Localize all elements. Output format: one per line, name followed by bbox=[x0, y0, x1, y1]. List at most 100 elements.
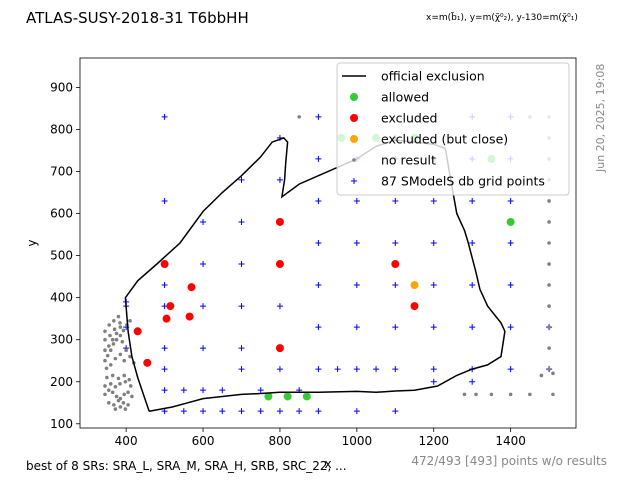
grid-point bbox=[392, 324, 399, 331]
no-result-point bbox=[114, 394, 119, 399]
grid-point bbox=[507, 282, 514, 289]
no-result-point bbox=[112, 318, 116, 323]
no-result-point bbox=[126, 390, 130, 395]
no-result-point bbox=[108, 382, 113, 386]
no-result-point bbox=[128, 354, 132, 359]
excluded-point bbox=[166, 302, 175, 311]
grid-point bbox=[392, 366, 399, 373]
x-tick-label: 1400 bbox=[495, 434, 526, 448]
grid-point bbox=[238, 261, 245, 268]
no-result-point bbox=[528, 392, 532, 397]
no-result-point bbox=[107, 400, 111, 405]
allowed-point bbox=[506, 217, 515, 226]
no-result-point bbox=[126, 403, 130, 407]
x-axis-ticks: 400 600 800 1000 1200 1400 bbox=[115, 428, 526, 448]
no-result-point bbox=[110, 373, 115, 378]
no-result-point bbox=[113, 407, 118, 411]
grid-point bbox=[334, 366, 341, 373]
no-result-point bbox=[123, 379, 128, 384]
grid-point bbox=[430, 324, 437, 331]
grid-point bbox=[238, 366, 245, 373]
grid-point bbox=[161, 387, 168, 394]
x-tick-label: 1000 bbox=[342, 434, 373, 448]
grid-point bbox=[392, 282, 399, 289]
no-result-point bbox=[123, 407, 128, 411]
no-result-point bbox=[103, 384, 107, 388]
legend-label: excluded bbox=[381, 111, 437, 126]
no-result-point bbox=[124, 348, 128, 353]
no-result-point bbox=[118, 352, 123, 357]
no-result-point bbox=[547, 367, 551, 371]
no-result-point bbox=[551, 371, 555, 376]
no-result-point bbox=[111, 342, 116, 346]
no-result-point bbox=[547, 199, 551, 203]
x-tick-label: 1200 bbox=[418, 434, 449, 448]
no-result-point bbox=[110, 390, 115, 395]
no-result-point bbox=[108, 333, 112, 338]
legend: official exclusion allowed excluded exclude… bbox=[336, 62, 570, 196]
grid-point bbox=[315, 408, 322, 415]
grid-point bbox=[238, 176, 245, 183]
no-result-point bbox=[103, 358, 107, 363]
excluded-point bbox=[162, 314, 171, 323]
no-result-point bbox=[547, 241, 551, 245]
plot-frame bbox=[79, 57, 577, 429]
grid-point bbox=[469, 324, 476, 331]
grid-point bbox=[161, 345, 168, 352]
grid-point bbox=[507, 240, 514, 246]
legend-label: official exclusion bbox=[381, 69, 485, 84]
grid-point bbox=[161, 366, 168, 373]
grid-point bbox=[469, 378, 476, 385]
grid-point bbox=[392, 408, 399, 415]
x-tick-label: 800 bbox=[268, 434, 291, 448]
grid-point bbox=[315, 366, 322, 373]
grid-point bbox=[219, 387, 226, 394]
y-tick-label: 200 bbox=[50, 375, 73, 389]
grid-point bbox=[161, 113, 168, 120]
grid-point bbox=[430, 197, 437, 204]
no-result-point bbox=[118, 405, 123, 409]
no-result-point bbox=[547, 283, 551, 287]
no-result-point bbox=[118, 382, 122, 386]
legend-box bbox=[336, 62, 570, 196]
no-result-point bbox=[127, 377, 132, 382]
excluded-point bbox=[410, 302, 419, 311]
grid-point bbox=[257, 408, 264, 415]
excluded-point bbox=[275, 260, 284, 269]
no-result-point bbox=[103, 348, 107, 353]
no-result-point bbox=[105, 353, 110, 358]
no-result-point bbox=[130, 394, 134, 399]
y-tick-label: 800 bbox=[50, 122, 73, 136]
grid-point bbox=[200, 345, 207, 352]
y-tick-label: 400 bbox=[50, 291, 73, 305]
grid-point bbox=[392, 197, 399, 204]
excluded-close-layer bbox=[410, 281, 419, 290]
grid-point bbox=[238, 218, 245, 225]
no-result-point bbox=[104, 366, 109, 371]
no-result-point bbox=[112, 403, 116, 407]
grid-point bbox=[276, 303, 283, 310]
y-axis-ticks: 100 200 300 400 500 600 700 800 900 bbox=[50, 80, 80, 431]
no-result-point bbox=[121, 328, 126, 333]
no-result-point bbox=[547, 325, 551, 329]
grid-point bbox=[469, 197, 476, 204]
excluded-point bbox=[391, 260, 400, 269]
x-axis-label: x bbox=[324, 457, 331, 471]
no-result-point bbox=[547, 262, 551, 266]
y-tick-label: 700 bbox=[50, 165, 73, 179]
grid-point bbox=[238, 345, 245, 352]
allowed-point bbox=[264, 392, 273, 401]
y-axis-label: y bbox=[25, 239, 39, 246]
grid-point bbox=[161, 408, 168, 415]
grid-point bbox=[507, 366, 514, 373]
no-result-point bbox=[120, 340, 125, 344]
excluded-layer bbox=[133, 217, 419, 367]
grid-point bbox=[353, 408, 360, 415]
legend-excluded_close-swatch bbox=[350, 135, 358, 143]
no-result-point bbox=[128, 318, 132, 323]
grid-point bbox=[161, 282, 168, 289]
x-tick-label: 400 bbox=[115, 434, 138, 448]
no-result-point bbox=[114, 331, 119, 336]
grid-point bbox=[180, 387, 187, 394]
legend-label: allowed bbox=[381, 90, 429, 105]
